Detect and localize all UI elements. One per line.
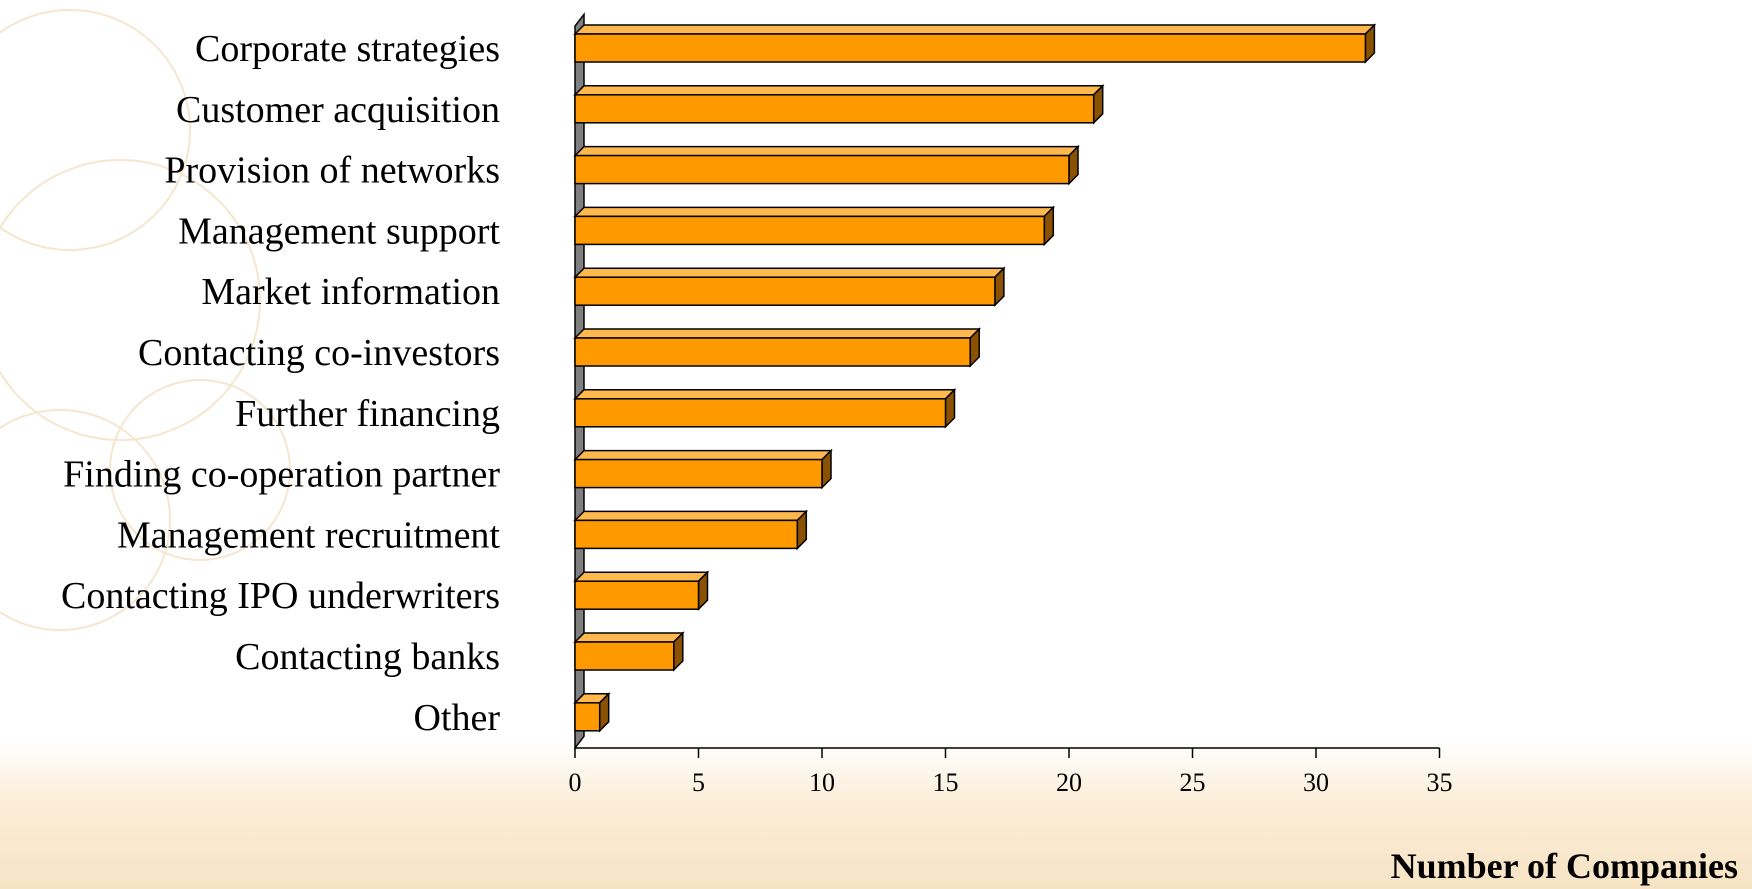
category-label: Customer acquisition <box>176 89 500 131</box>
bar-front-face <box>574 519 799 550</box>
bar-front-face <box>574 94 1095 124</box>
bar-front-face <box>574 276 996 306</box>
bar-9 <box>573 509 809 551</box>
bar-top-face <box>573 24 1377 35</box>
bar-5 <box>573 266 1006 308</box>
bar-6 <box>573 327 982 368</box>
bar-10 <box>573 570 710 612</box>
bar-front-face <box>574 154 1070 185</box>
category-label: Finding co-operation partner <box>63 454 500 496</box>
x-tick-label: 30 <box>1303 768 1329 797</box>
bar-7 <box>573 387 957 429</box>
bar-front-face <box>574 580 700 610</box>
category-label: Other <box>413 697 500 739</box>
x-tick-label: 35 <box>1427 768 1453 797</box>
bar-top-face <box>573 571 710 582</box>
category-label: Management support <box>178 210 500 252</box>
category-label: Contacting IPO underwriters <box>61 575 500 617</box>
bar-top-face <box>573 267 1006 278</box>
bar-top-face <box>573 328 982 339</box>
category-label: Management recruitment <box>117 514 500 556</box>
bar-8 <box>573 448 833 490</box>
x-tick-label: 0 <box>569 768 582 797</box>
bar-front-face <box>574 337 971 367</box>
category-label: Further financing <box>235 393 500 435</box>
bar-top-face <box>573 145 1080 157</box>
bar-11 <box>573 631 685 672</box>
background-swirls <box>0 9 291 631</box>
x-tick-label: 5 <box>692 768 705 797</box>
category-label: Corporate strategies <box>195 28 500 70</box>
bar-front-face <box>574 215 1046 246</box>
bar-2 <box>573 83 1105 125</box>
bar-12 <box>573 691 611 733</box>
x-tick-label: 20 <box>1056 768 1082 797</box>
category-label: Provision of networks <box>164 150 500 192</box>
category-label: Contacting co-investors <box>138 332 500 374</box>
category-label: Contacting banks <box>235 636 500 678</box>
bar-front-face <box>574 398 947 428</box>
bar-3 <box>573 144 1080 186</box>
bar-top-face <box>573 510 809 522</box>
x-axis: 0 5 10 15 20 25 30 35 <box>569 747 1453 797</box>
bars <box>573 23 1377 733</box>
bar-front-face <box>574 702 601 732</box>
bar-front-face <box>574 641 675 671</box>
bar-4 <box>573 205 1056 247</box>
x-axis-title: Number of Companies <box>1391 846 1738 886</box>
x-tick-label: 15 <box>933 768 959 797</box>
x-tick-label: 25 <box>1180 768 1206 797</box>
x-tick-label: 10 <box>809 768 835 797</box>
bar-front-face <box>574 33 1367 63</box>
bar-top-face <box>573 389 957 400</box>
axis-wall-panel <box>574 12 585 751</box>
category-labels: Corporate strategies Customer acquisition… <box>61 28 500 739</box>
bar-top-face <box>573 632 685 643</box>
axis-wall <box>574 12 585 751</box>
category-label: Market information <box>201 271 500 313</box>
bar-top-face <box>573 85 1105 96</box>
bar-top-face <box>573 206 1056 218</box>
bar-1 <box>573 23 1377 64</box>
bar-top-face <box>573 449 833 461</box>
bar-front-face <box>574 458 823 489</box>
